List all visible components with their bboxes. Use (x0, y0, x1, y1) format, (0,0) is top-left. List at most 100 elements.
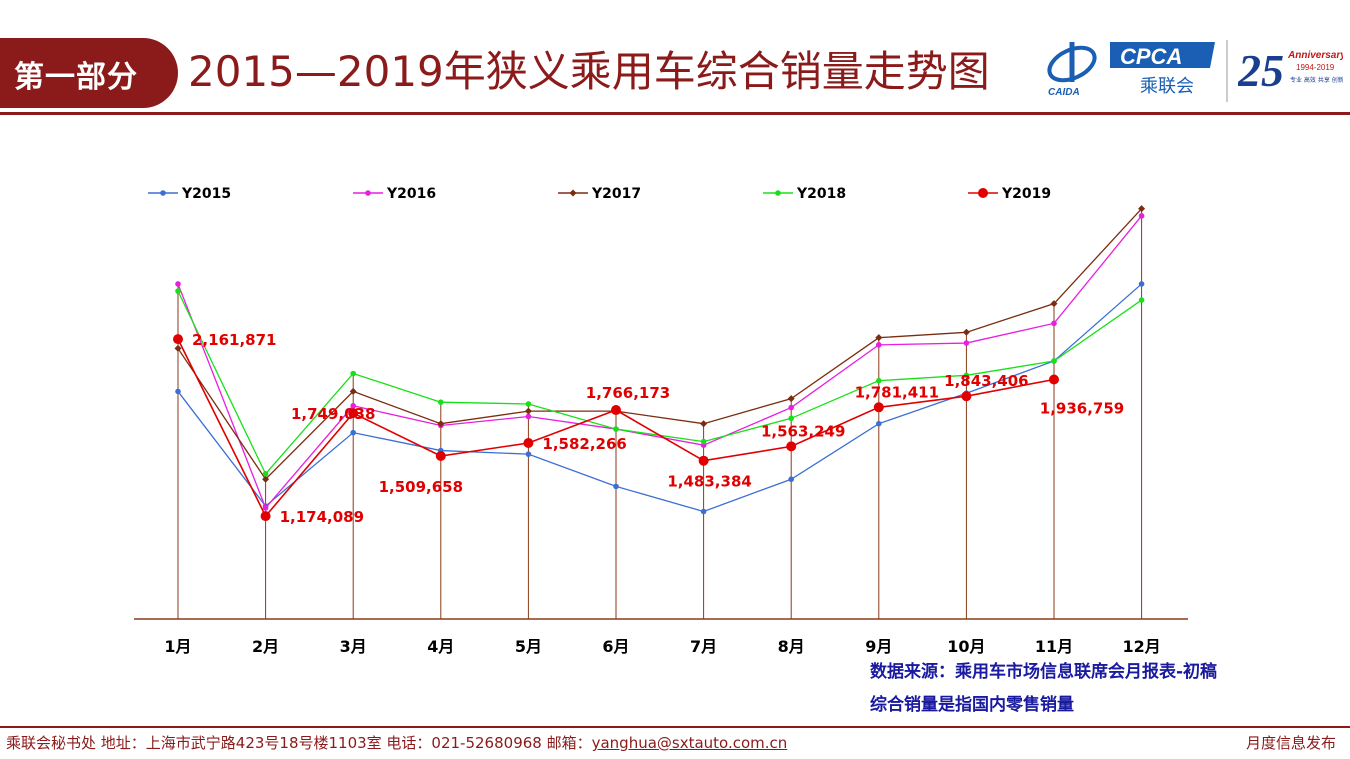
footer-email-link[interactable]: yanghua@sxtauto.com.cn (591, 734, 788, 752)
caida-logo-text: CAIDA (1048, 87, 1080, 98)
legend-swatch-marker (775, 190, 781, 196)
data-point-y2019 (961, 391, 972, 402)
data-point-y2018 (525, 401, 532, 407)
data-point-y2015 (613, 483, 619, 490)
data-point-y2019 (435, 451, 446, 462)
data-point-y2017 (875, 334, 883, 342)
page-title: 2015—2019年狭义乘用车综合销量走势图 (188, 47, 990, 96)
legend-label: Y2015 (181, 186, 231, 202)
header-divider (0, 112, 1350, 115)
data-point-y2016 (963, 340, 970, 346)
data-point-y2016 (788, 404, 794, 411)
anniversary-tagline: 专业 高效 共享 创新 (1290, 76, 1343, 84)
data-point-y2015 (525, 451, 532, 457)
data-point-y2019 (260, 511, 271, 522)
data-point-y2018 (438, 399, 444, 405)
data-point-y2017 (700, 420, 708, 428)
data-point-y2015 (175, 388, 181, 395)
data-point-y2018 (613, 426, 619, 432)
x-tick-label: 6月 (602, 637, 629, 656)
data-point-y2019 (348, 408, 359, 419)
x-tick-label: 11月 (1035, 637, 1073, 656)
caida-logo: CAIDA (1047, 42, 1097, 98)
data-point-y2019 (786, 441, 797, 452)
data-point-y2019 (698, 455, 709, 466)
data-label: 1,483,384 (667, 473, 751, 491)
data-point-y2017 (962, 328, 970, 336)
cpca-logo: CPCA 乘联会 (1110, 42, 1215, 96)
data-point-y2016 (350, 402, 357, 409)
section-tab: 第一部分 (0, 38, 178, 108)
data-point-y2018 (262, 471, 269, 477)
data-point-y2018 (700, 438, 707, 445)
cpca-logo-text: CPCA (1120, 44, 1182, 69)
data-point-y2017 (787, 395, 795, 403)
data-point-y2015 (700, 508, 707, 515)
legend-label: Y2018 (796, 186, 846, 202)
x-tick-label: 1月 (164, 637, 191, 656)
x-tick-label: 3月 (340, 637, 367, 656)
data-point-y2016 (876, 342, 882, 348)
data-point-y2018 (175, 288, 181, 294)
x-tick-label: 7月 (690, 637, 717, 656)
x-tick-label: 9月 (865, 637, 892, 656)
data-point-y2016 (1138, 213, 1145, 219)
data-point-y2019 (873, 402, 884, 413)
data-point-y2017 (437, 420, 445, 428)
data-point-y2019 (523, 437, 534, 448)
legend-label: Y2017 (591, 186, 641, 202)
data-label: 1,509,658 (379, 478, 463, 496)
logo-divider (1226, 40, 1228, 102)
anniversary-word: Anniversary (1287, 50, 1343, 61)
data-point-y2017 (262, 475, 270, 483)
footer-contact-text: 乘联会秘书处 地址：上海市武宁路423号18号楼1103室 电话：021-526… (6, 734, 592, 752)
data-label: 2,161,871 (192, 331, 276, 349)
data-point-y2018 (876, 377, 882, 384)
data-point-y2018 (963, 372, 970, 379)
definition-note: 综合销量是指国内零售销量 (870, 695, 1074, 715)
data-point-y2017 (524, 407, 532, 415)
data-label: 1,749,038 (291, 405, 375, 423)
data-point-y2015 (1138, 281, 1145, 287)
series-line-y2016 (177, 215, 1143, 510)
x-tick-label: 8月 (778, 637, 805, 656)
legend-swatch-marker (365, 190, 371, 196)
data-point-y2018 (788, 415, 794, 422)
data-point-y2018 (1138, 297, 1145, 303)
data-source-note: 数据来源：乘用车市场信息联席会月报表-初稿 (870, 662, 1218, 682)
data-point-y2016 (1051, 320, 1057, 327)
data-point-y2016 (175, 281, 181, 287)
data-point-y2017 (174, 344, 182, 352)
x-tick-label: 2月 (252, 637, 279, 656)
data-point-y2019 (1049, 374, 1059, 385)
footer-release: 月度信息发布 (1245, 734, 1336, 752)
anniversary-number: 25 (1238, 45, 1284, 96)
legend-swatch-marker (978, 188, 988, 198)
data-point-y2015 (350, 429, 357, 436)
x-tick-label: 10月 (947, 637, 985, 656)
section-label: 第一部分 (14, 60, 138, 95)
data-point-y2017 (349, 387, 357, 395)
data-point-y2016 (525, 413, 532, 420)
data-label: 1,582,266 (542, 435, 626, 453)
cpca-logo-cn: 乘联会 (1140, 76, 1194, 96)
series-line-y2015 (177, 283, 1143, 513)
data-point-y2015 (876, 420, 882, 427)
data-label: 1,781,411 (855, 383, 939, 401)
data-point-y2019 (173, 334, 183, 345)
data-label: 1,936,759 (1040, 399, 1124, 417)
data-label: 1,843,406 (944, 372, 1028, 390)
legend-label: Y2016 (386, 186, 436, 202)
footer-divider (0, 726, 1350, 728)
legend-swatch-marker (569, 189, 577, 197)
anniversary-years: 1994-2019 (1296, 63, 1335, 72)
series-line-y2017 (177, 208, 1143, 481)
data-label: 1,174,089 (280, 508, 364, 526)
footer-contact: 乘联会秘书处 地址：上海市武宁路423号18号楼1103室 电话：021-526… (6, 732, 787, 753)
legend-label: Y2019 (1001, 186, 1051, 202)
anniversary-logo: 25 Anniversary 1994-2019 专业 高效 共享 创新 (1238, 45, 1343, 96)
data-point-y2015 (788, 476, 794, 483)
data-point-y2018 (350, 370, 357, 377)
data-point-y2017 (1138, 205, 1146, 213)
data-point-y2018 (1051, 358, 1057, 364)
